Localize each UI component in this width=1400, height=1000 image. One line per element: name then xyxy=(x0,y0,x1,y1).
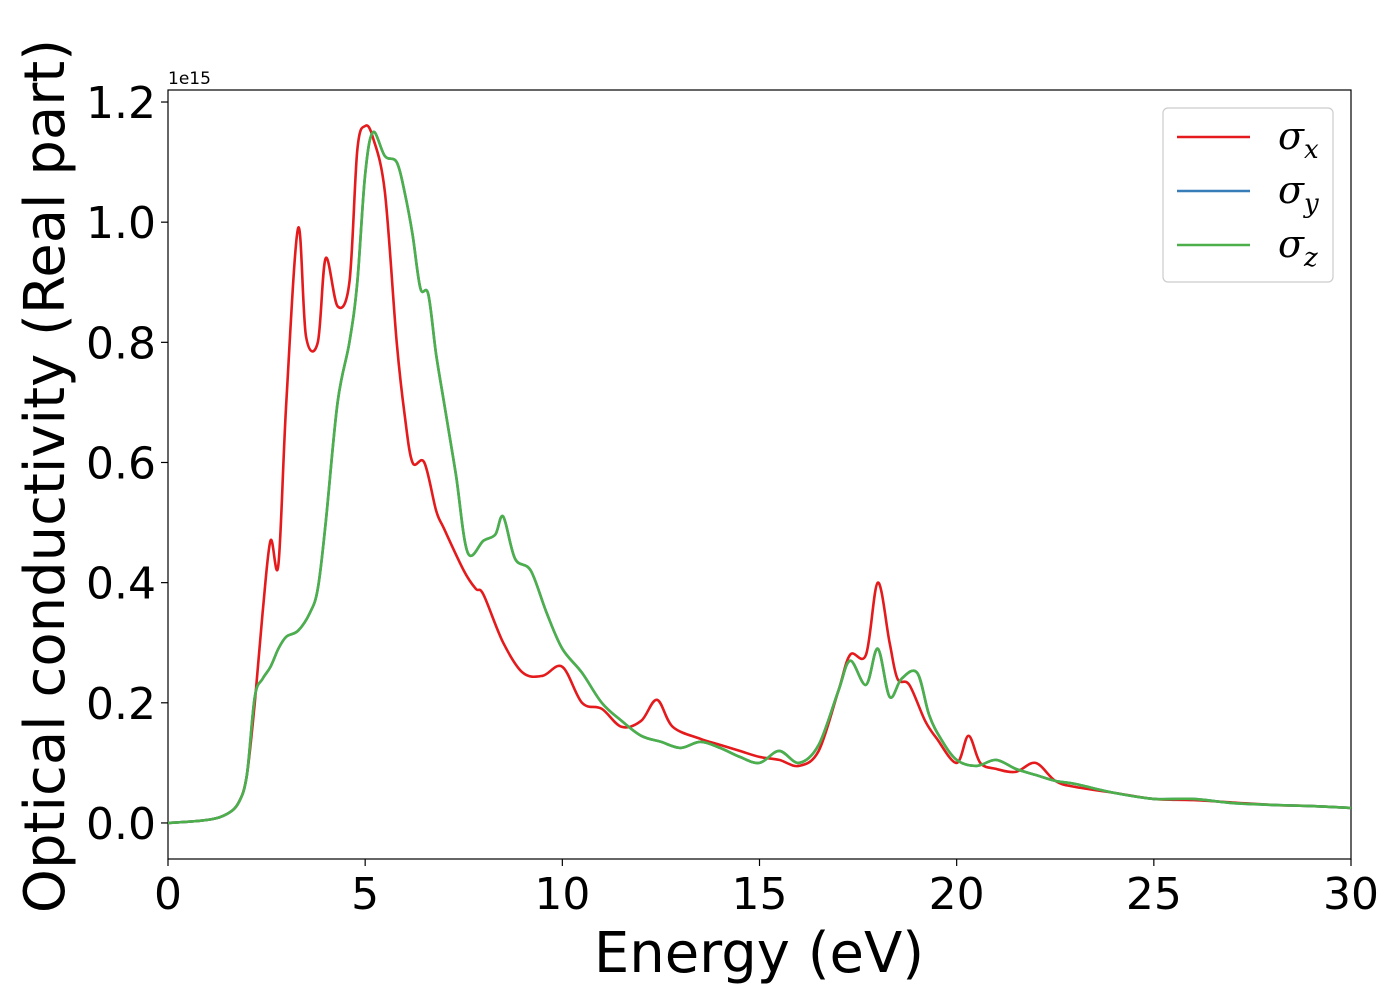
x-tick-label: 30 xyxy=(1323,869,1379,920)
legend-label-subscript: z xyxy=(1303,243,1318,273)
y-tick-label: 0.8 xyxy=(86,318,156,369)
y-tick-label: 0.4 xyxy=(86,559,156,610)
y-axis-label: Optical conductivity (Real part) xyxy=(13,39,78,913)
y-axis-ticks: 0.0 0.2 0.4 0.6 0.8 1.0 1.2 xyxy=(86,78,168,850)
y-offset-text: 1e15 xyxy=(168,69,211,89)
legend-label-base: σ xyxy=(1278,222,1305,266)
legend-label-base: σ xyxy=(1278,114,1305,158)
y-tick-label: 0.2 xyxy=(86,679,156,730)
y-tick-label: 0.0 xyxy=(86,799,156,850)
y-tick-label: 1.0 xyxy=(86,198,156,249)
legend-label-subscript: y xyxy=(1303,189,1319,219)
legend-label-subscript: x xyxy=(1304,135,1319,165)
x-tick-label: 0 xyxy=(154,869,182,920)
legend-label-z: σz xyxy=(1278,222,1318,273)
legend-label-base: σ xyxy=(1278,168,1305,212)
legend-frame xyxy=(1162,107,1334,283)
x-tick-label: 5 xyxy=(351,869,379,920)
series-line-x xyxy=(167,124,1352,825)
series-layer xyxy=(167,124,1352,825)
y-tick-label: 1.2 xyxy=(86,78,156,129)
legend-label-y: σy xyxy=(1278,168,1319,219)
series-line-z xyxy=(167,130,1352,825)
y-tick-label: 0.6 xyxy=(86,438,156,489)
x-tick-label: 20 xyxy=(929,869,985,920)
x-tick-label: 25 xyxy=(1126,869,1182,920)
x-axis-label: Energy (eV) xyxy=(594,921,924,986)
x-axis-ticks: 0 5 10 15 20 25 30 xyxy=(154,859,1379,920)
x-tick-label: 10 xyxy=(534,869,590,920)
x-tick-label: 15 xyxy=(732,869,788,920)
legend-label-x: σx xyxy=(1278,114,1319,165)
